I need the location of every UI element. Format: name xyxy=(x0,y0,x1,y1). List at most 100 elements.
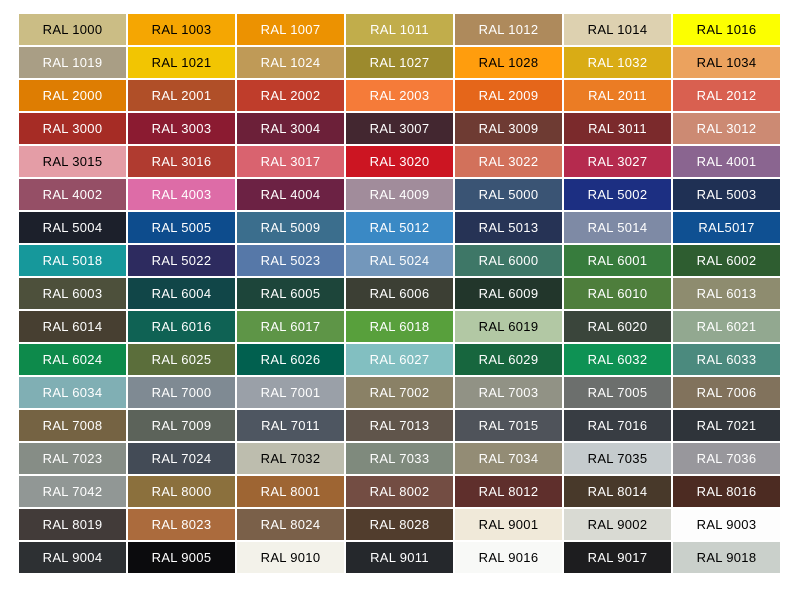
swatch-label: RAL 6017 xyxy=(260,319,321,334)
swatch-label: RAL 3007 xyxy=(369,121,430,136)
color-swatch: RAL 2009 xyxy=(455,80,562,111)
swatch-label: RAL 7001 xyxy=(260,385,321,400)
swatch-label: RAL 3004 xyxy=(260,121,321,136)
color-swatch: RAL 5004 xyxy=(19,212,126,243)
swatch-label: RAL 2012 xyxy=(696,88,757,103)
color-swatch: RAL 2012 xyxy=(673,80,780,111)
swatch-label: RAL 9011 xyxy=(370,550,429,565)
color-swatch: RAL 8016 xyxy=(673,476,780,507)
swatch-label: RAL 1003 xyxy=(151,22,212,37)
swatch-label: RAL 5003 xyxy=(696,187,757,202)
color-swatch: RAL 9010 xyxy=(237,542,344,573)
swatch-label: RAL 5022 xyxy=(151,253,212,268)
color-swatch: RAL 7034 xyxy=(455,443,562,474)
swatch-label: RAL 6010 xyxy=(587,286,648,301)
swatch-label: RAL 5012 xyxy=(369,220,430,235)
color-swatch: RAL 1021 xyxy=(128,47,235,78)
color-swatch: RAL 6033 xyxy=(673,344,780,375)
swatch-label: RAL 8028 xyxy=(369,517,430,532)
color-swatch: RAL 7001 xyxy=(237,377,344,408)
color-swatch: RAL 7008 xyxy=(19,410,126,441)
swatch-label: RAL 6004 xyxy=(151,286,212,301)
color-swatch: RAL 1016 xyxy=(673,14,780,45)
swatch-label: RAL 4004 xyxy=(260,187,321,202)
color-swatch: RAL 9016 xyxy=(455,542,562,573)
swatch-label: RAL 9016 xyxy=(478,550,539,565)
color-swatch: RAL 1000 xyxy=(19,14,126,45)
color-swatch: RAL 3004 xyxy=(237,113,344,144)
swatch-label: RAL 5002 xyxy=(587,187,648,202)
color-swatch: RAL 7033 xyxy=(346,443,453,474)
swatch-label: RAL 8001 xyxy=(260,484,321,499)
swatch-label: RAL 2011 xyxy=(588,88,647,103)
swatch-label: RAL 1016 xyxy=(696,22,757,37)
swatch-label: RAL 7013 xyxy=(369,418,430,433)
color-swatch: RAL 5024 xyxy=(346,245,453,276)
color-swatch: RAL 6000 xyxy=(455,245,562,276)
swatch-label: RAL 6024 xyxy=(42,352,103,367)
color-swatch: RAL 8023 xyxy=(128,509,235,540)
swatch-label: RAL 5014 xyxy=(587,220,648,235)
swatch-label: RAL 2002 xyxy=(260,88,321,103)
color-swatch: RAL 3022 xyxy=(455,146,562,177)
color-swatch: RAL 7023 xyxy=(19,443,126,474)
swatch-label: RAL 7023 xyxy=(42,451,103,466)
color-swatch: RAL 6004 xyxy=(128,278,235,309)
swatch-label: RAL 6003 xyxy=(42,286,103,301)
swatch-label: RAL 5000 xyxy=(478,187,539,202)
color-swatch: RAL 8002 xyxy=(346,476,453,507)
swatch-label: RAL 2003 xyxy=(369,88,430,103)
swatch-label: RAL 8002 xyxy=(369,484,430,499)
swatch-label: RAL 8012 xyxy=(478,484,539,499)
swatch-label: RAL 1019 xyxy=(42,55,103,70)
color-swatch: RAL 6020 xyxy=(564,311,671,342)
swatch-label: RAL 6027 xyxy=(369,352,430,367)
swatch-label: RAL 6034 xyxy=(42,385,103,400)
color-swatch: RAL 4009 xyxy=(346,179,453,210)
color-swatch: RAL 4001 xyxy=(673,146,780,177)
color-swatch: RAL 3020 xyxy=(346,146,453,177)
swatch-label: RAL 6014 xyxy=(42,319,103,334)
color-swatch: RAL 6032 xyxy=(564,344,671,375)
swatch-label: RAL 6029 xyxy=(478,352,539,367)
color-swatch: RAL 6034 xyxy=(19,377,126,408)
swatch-label: RAL 7015 xyxy=(478,418,539,433)
swatch-label: RAL 9017 xyxy=(587,550,648,565)
color-swatch: RAL 7032 xyxy=(237,443,344,474)
color-swatch: RAL 5014 xyxy=(564,212,671,243)
swatch-label: RAL 6021 xyxy=(696,319,757,334)
swatch-label: RAL 3016 xyxy=(151,154,212,169)
swatch-label: RAL 5009 xyxy=(260,220,321,235)
swatch-label: RAL 9002 xyxy=(587,517,648,532)
swatch-label: RAL 7035 xyxy=(587,451,648,466)
color-swatch: RAL 3012 xyxy=(673,113,780,144)
color-swatch: RAL 7021 xyxy=(673,410,780,441)
color-swatch: RAL 2003 xyxy=(346,80,453,111)
color-swatch: RAL 8028 xyxy=(346,509,453,540)
color-swatch: RAL 5013 xyxy=(455,212,562,243)
swatch-label: RAL 9010 xyxy=(260,550,321,565)
swatch-label: RAL 6005 xyxy=(260,286,321,301)
color-swatch: RAL 1007 xyxy=(237,14,344,45)
color-swatch: RAL 3003 xyxy=(128,113,235,144)
swatch-label: RAL 8024 xyxy=(260,517,321,532)
color-swatch: RAL 7016 xyxy=(564,410,671,441)
color-swatch: RAL 6010 xyxy=(564,278,671,309)
swatch-label: RAL 6016 xyxy=(151,319,212,334)
swatch-label: RAL 4002 xyxy=(42,187,103,202)
swatch-label: RAL 8023 xyxy=(151,517,212,532)
color-swatch: RAL 1003 xyxy=(128,14,235,45)
color-swatch: RAL 7011 xyxy=(237,410,344,441)
swatch-label: RAL 8019 xyxy=(42,517,103,532)
color-swatch: RAL 1028 xyxy=(455,47,562,78)
color-swatch: RAL 3011 xyxy=(564,113,671,144)
swatch-label: RAL 7009 xyxy=(151,418,212,433)
swatch-label: RAL 7034 xyxy=(478,451,539,466)
swatch-label: RAL 6009 xyxy=(478,286,539,301)
color-swatch: RAL 8024 xyxy=(237,509,344,540)
color-swatch: RAL 5002 xyxy=(564,179,671,210)
swatch-label: RAL 3012 xyxy=(696,121,757,136)
swatch-label: RAL 1027 xyxy=(369,55,430,70)
swatch-label: RAL 7032 xyxy=(260,451,321,466)
